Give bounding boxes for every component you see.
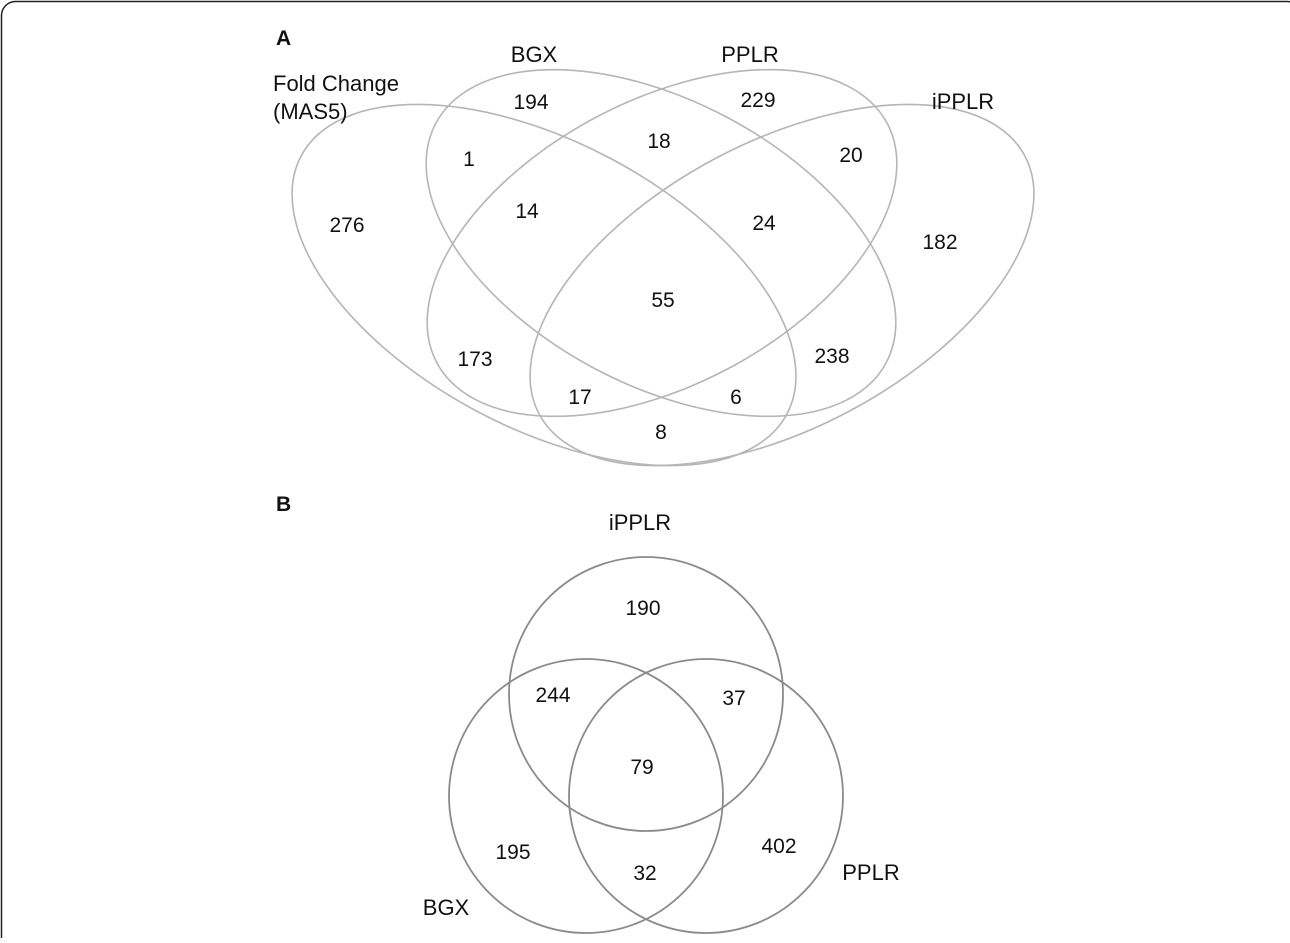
count-bgx-only: 194 xyxy=(513,91,548,114)
count-all-four: 55 xyxy=(651,289,674,312)
panel-a: A Fold Change (MAS5) BGX PPLR iPPLR 276 … xyxy=(234,0,1092,540)
count-ipplr-only: 182 xyxy=(922,231,957,254)
set-label-ipplr: iPPLR xyxy=(932,89,994,114)
count-fold-change-only: 276 xyxy=(329,214,364,237)
set-label-bgx-b: BGX xyxy=(423,895,470,920)
count-b-ipplr-only: 190 xyxy=(625,597,660,620)
circle-pplr xyxy=(569,659,843,933)
count-b-pplr-only: 402 xyxy=(761,835,796,858)
count-b-ipplr-pplr: 37 xyxy=(722,687,745,710)
panel-b-label: B xyxy=(276,493,291,516)
set-label-bgx: BGX xyxy=(511,42,558,67)
count-b-all-three: 79 xyxy=(630,756,653,779)
count-b-bgx-only: 195 xyxy=(495,841,530,864)
set-label-fold-change-line1: Fold Change xyxy=(273,71,399,96)
set-label-pplr: PPLR xyxy=(721,42,778,67)
count-fold-change-bgx-pplr: 14 xyxy=(515,200,539,223)
count-b-ipplr-bgx: 244 xyxy=(535,684,570,707)
panel-a-label: A xyxy=(276,27,291,50)
panel-b: B iPPLR BGX PPLR 190 244 37 79 195 32 40… xyxy=(276,493,900,933)
count-fold-change-bgx-ipplr: 6 xyxy=(730,386,742,409)
count-bgx-pplr: 18 xyxy=(647,130,670,153)
count-fold-change-pplr: 173 xyxy=(457,348,492,371)
set-label-ipplr-b: iPPLR xyxy=(609,510,671,535)
count-bgx-ipplr: 238 xyxy=(814,345,849,368)
count-fold-change-pplr-ipplr: 17 xyxy=(568,386,591,409)
count-fold-change-bgx: 1 xyxy=(463,148,475,171)
count-bgx-pplr-ipplr: 24 xyxy=(752,212,776,235)
count-fold-change-ipplr: 8 xyxy=(655,421,667,444)
count-pplr-only: 229 xyxy=(740,89,775,112)
ellipse-pplr xyxy=(370,0,954,488)
ellipse-bgx xyxy=(369,0,953,488)
count-b-bgx-pplr: 32 xyxy=(633,862,656,885)
circle-bgx xyxy=(449,659,723,933)
ellipse-ipplr xyxy=(472,30,1092,541)
count-pplr-ipplr: 20 xyxy=(839,144,862,167)
set-label-fold-change-line2: (MAS5) xyxy=(273,99,348,124)
set-label-pplr-b: PPLR xyxy=(842,860,899,885)
